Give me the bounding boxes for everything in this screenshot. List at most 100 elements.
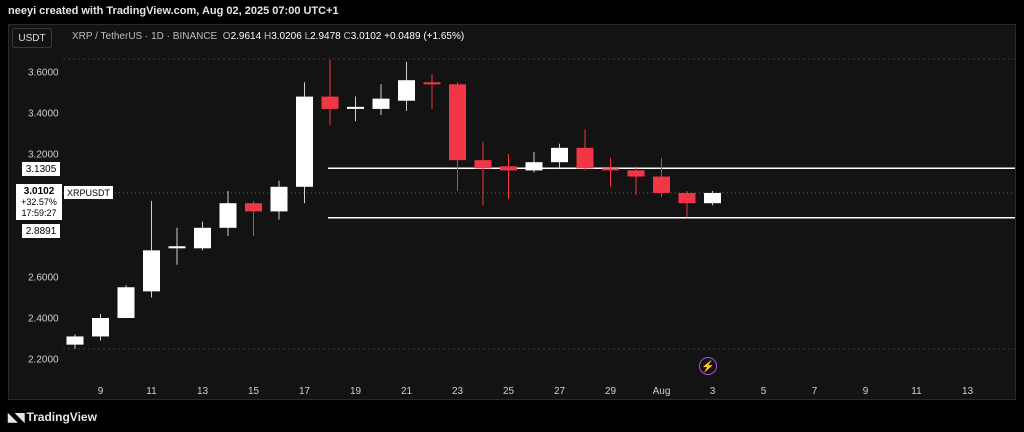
candle[interactable] [602,158,619,187]
candle-body [602,168,619,171]
candle-body [372,98,390,109]
candle[interactable] [245,201,262,236]
x-tick-label: 9 [98,386,104,397]
candle[interactable] [219,190,237,236]
brand-name: TradingView [26,410,97,424]
candle[interactable] [474,141,492,206]
current-price: 3.0102 [23,186,55,197]
legend-close-label: C [343,31,351,42]
y-tick-label: 3.2000 [28,150,59,161]
lightning-bolt-icon[interactable]: ⚡ [699,357,717,375]
candle[interactable] [627,166,645,195]
candle[interactable] [423,74,441,109]
candle[interactable] [194,221,211,251]
candle[interactable] [270,180,288,220]
countdown: 17:59:27 [21,208,57,218]
horizontal-levels [328,167,1015,219]
candle[interactable] [296,82,313,204]
y-tick-label: 2.2000 [28,355,59,366]
candle-body [245,203,262,212]
candle-body [500,166,517,171]
chart-panel[interactable] [8,24,1016,400]
candle-body [704,192,721,204]
candle[interactable] [143,201,160,298]
candle[interactable] [168,227,186,265]
candle[interactable] [321,59,339,126]
candle-body [219,203,237,228]
candle-body [194,227,211,249]
candle-body [474,160,492,169]
candle-body [398,80,415,101]
candle[interactable] [704,190,721,206]
symbol-tag: XRPUSDT [64,186,114,199]
x-tick-label: 11 [146,386,157,397]
candle-body [525,162,543,171]
candle[interactable] [576,129,594,171]
x-tick-label: 25 [503,386,515,397]
candle[interactable] [372,84,390,116]
legend-open-label: O [222,31,231,42]
y-tick-label: 2.4000 [28,314,59,325]
candle[interactable] [347,96,364,122]
legend-low-label: L [304,31,311,42]
x-tick-label: 29 [605,386,617,397]
legend-close: 3.0102 [350,31,382,42]
tradingview-logo-icon: ◣◥ [8,410,25,424]
candle[interactable] [117,285,135,318]
x-axis: 9 11 13 15 17 19 21 23 25 27 29 Aug 3 5 7 9 11 13 [98,386,974,397]
x-tick-label: 21 [401,386,413,397]
candle-body [627,170,645,177]
candle[interactable] [653,158,670,198]
creator-caption: neeyi created with TradingView.com, Aug … [8,5,339,17]
candle-body [92,318,109,337]
legend-high-label: H [263,31,272,42]
y-tick-label: 3.6000 [28,68,59,79]
top-bar: neeyi created with TradingView.com, Aug … [0,0,1024,24]
x-tick-label: 9 [863,386,869,397]
candle[interactable] [92,313,109,341]
legend-low: 2.9478 [310,31,341,42]
lower-level-tag: 2.8891 [22,224,60,238]
x-tick-label: 11 [911,386,922,397]
candles [66,59,721,349]
candle-body [66,336,84,345]
y-tick-label: 3.4000 [28,109,59,120]
x-tick-label: 13 [197,386,209,397]
current-price-box: 3.0102 +32.57% 17:59:27 [16,184,62,220]
x-tick-label: 19 [350,386,362,397]
candle[interactable] [449,82,466,191]
x-tick-label: 23 [452,386,464,397]
candle[interactable] [525,151,543,173]
candle-body [143,250,160,292]
candle-body [653,176,670,193]
candle-body [321,96,339,109]
candle-body [296,96,313,187]
x-tick-label: 15 [248,386,260,397]
legend-change: +0.0489 (+1.65%) [384,31,465,42]
grid-lines [63,58,1015,350]
candle[interactable] [500,154,517,200]
x-tick-label: 13 [962,386,974,397]
x-tick-label: 5 [761,386,767,397]
x-tick-label: 3 [710,386,716,397]
candle[interactable] [398,61,415,111]
candle[interactable] [551,143,568,169]
x-tick-label: Aug [653,386,671,397]
candle-body [270,186,288,212]
candle[interactable] [66,334,84,349]
x-tick-label: 7 [812,386,818,397]
currency-button[interactable]: USDT [12,28,52,48]
candle-body [551,147,568,163]
legend-open: 2.9614 [230,31,262,42]
footer-brand[interactable]: ◣◥ TradingView [8,410,97,424]
candle-body [678,192,696,204]
candle-body [117,287,135,318]
x-tick-label: 17 [299,386,311,397]
candle-body [423,82,441,85]
y-axis: 3.6000 3.4000 3.2000 2.6000 2.4000 2.2000 [28,68,59,366]
ohlc-legend: XRP / TetherUS · 1D · BINANCE O2.9614 H3… [72,31,464,42]
x-tick-label: 27 [554,386,566,397]
candle-body [449,84,466,161]
candle[interactable] [678,190,696,218]
